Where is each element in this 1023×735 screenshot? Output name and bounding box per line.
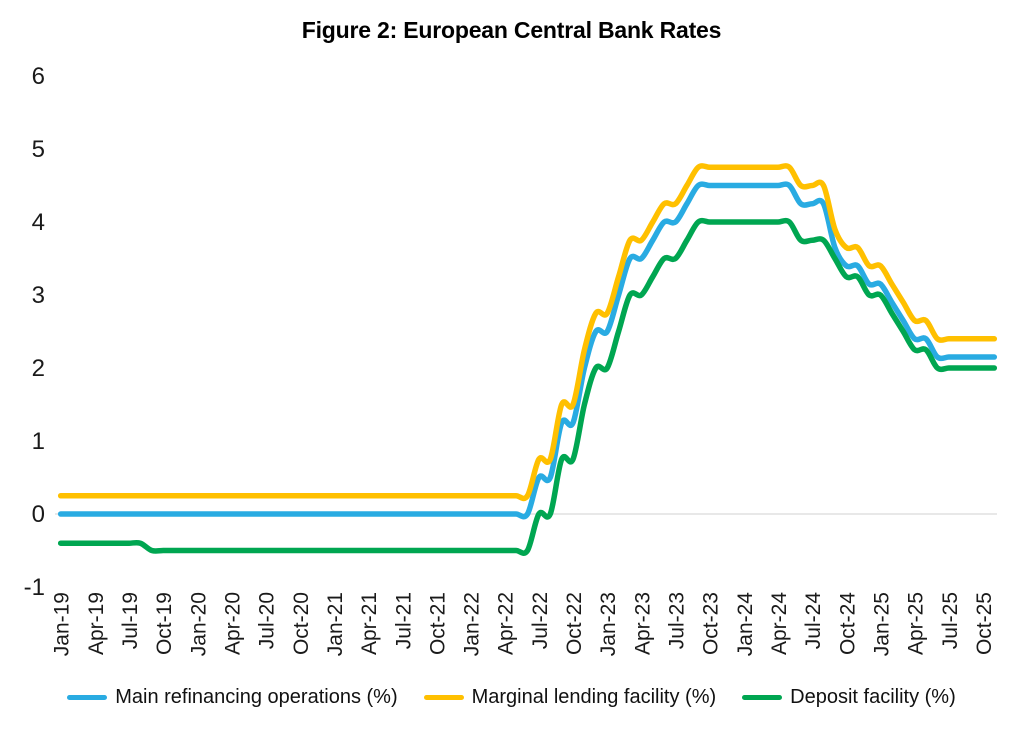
y-axis-tick-label: 5	[32, 136, 45, 163]
x-axis-tick-label: Jan-22	[461, 592, 484, 656]
y-axis-tick-label: 3	[32, 282, 45, 309]
x-axis-tick-label: Oct-21	[426, 592, 449, 655]
x-axis-tick-label: Oct-23	[700, 592, 723, 655]
series-line-0	[57, 181, 998, 520]
legend-label-deposit-facility: Deposit facility (%)	[790, 686, 956, 708]
legend-item-deposit-facility: Deposit facility (%)	[742, 686, 956, 709]
y-axis-tick-label: 2	[32, 355, 45, 382]
legend-label-main-refinancing: Main refinancing operations (%)	[115, 686, 398, 708]
x-axis-tick-label: Apr-21	[358, 592, 381, 655]
series-line-1	[57, 163, 998, 502]
line-chart: 6 5 4 3 2 1 0 -1 Jan-19 Apr-19 Jul-19 Oct-19 Jan-20 A…	[24, 63, 998, 657]
x-axis-tick-label: Apr-25	[905, 592, 928, 655]
x-axis-tick-label: Jul-21	[392, 592, 415, 649]
x-axis-tick-label: Oct-22	[563, 592, 586, 655]
legend-item-main-refinancing: Main refinancing operations (%)	[67, 686, 398, 709]
x-axis-tick-label: Oct-20	[290, 592, 313, 655]
x-axis-tick-label: Jul-19	[119, 592, 142, 649]
x-axis-tick-label: Jul-22	[529, 592, 552, 649]
x-axis-tick-label: Jul-25	[939, 592, 962, 649]
x-axis-tick-label: Oct-24	[836, 592, 859, 655]
series-line-2	[57, 217, 998, 556]
chart-title: Figure 2: European Central Bank Rates	[301, 17, 722, 43]
y-axis-tick-label: -1	[24, 574, 45, 601]
x-axis-tick-label: Apr-23	[631, 592, 654, 655]
legend-item-marginal-lending: Marginal lending facility (%)	[423, 686, 717, 709]
x-axis-tick-label: Jan-20	[187, 592, 210, 656]
x-axis-tick-label: Jul-24	[802, 592, 825, 650]
y-axis-tick-label: 6	[32, 63, 45, 90]
x-axis-tick-label: Jan-23	[597, 592, 620, 656]
y-axis-tick-label: 0	[32, 501, 45, 528]
x-axis-tick-label: Jul-20	[256, 592, 279, 649]
x-axis-tick-label: Jan-19	[51, 592, 74, 656]
x-axis-tick-label: Jan-25	[870, 592, 893, 656]
legend-swatch-deposit-facility	[742, 695, 783, 700]
x-axis-tick-label: Oct-25	[973, 592, 996, 655]
legend: Main refinancing operations (%) Marginal…	[0, 686, 1023, 709]
x-axis-tick-label: Jan-21	[324, 592, 347, 656]
x-axis-tick-label: Apr-24	[768, 592, 791, 655]
x-axis-tick-label: Apr-20	[221, 592, 244, 655]
legend-swatch-main-refinancing	[67, 695, 108, 700]
x-axis-tick-label: Oct-19	[153, 592, 176, 655]
legend-label-marginal-lending: Marginal lending facility (%)	[471, 686, 717, 708]
y-axis-tick-label: 4	[32, 209, 45, 236]
x-axis-tick-label: Apr-19	[85, 592, 108, 655]
legend-swatch-marginal-lending	[423, 695, 464, 700]
x-axis-tick-label: Jul-23	[666, 592, 689, 649]
x-axis-tick-label: Jan-24	[734, 592, 757, 657]
x-axis-tick-label: Apr-22	[495, 592, 518, 655]
y-axis-tick-label: 1	[32, 428, 45, 455]
